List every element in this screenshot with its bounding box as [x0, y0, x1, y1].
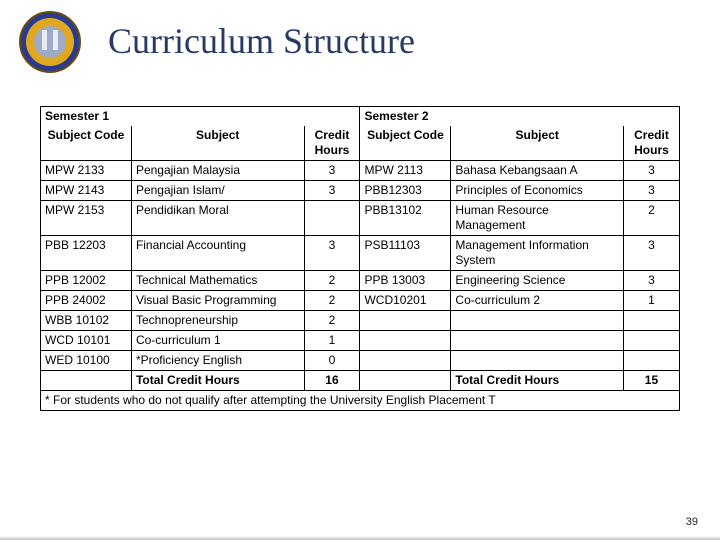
- credit-cell: 2: [304, 271, 360, 291]
- code-cell: PPB 12002: [41, 271, 132, 291]
- subject-cell: Human Resource Management: [451, 201, 624, 236]
- credit-cell: 1: [304, 331, 360, 351]
- code-cell: WBB 10102: [41, 311, 132, 331]
- code-cell: PBB13102: [360, 201, 451, 236]
- code-cell: WED 10100: [41, 351, 132, 371]
- col-credit-1: Credit Hours: [304, 126, 360, 161]
- subject-cell: Principles of Economics: [451, 181, 624, 201]
- credit-cell: 3: [304, 181, 360, 201]
- subject-cell: [451, 351, 624, 371]
- subject-cell: *Proficiency English: [131, 351, 304, 371]
- curriculum-table-wrap: Semester 1 Semester 2 Subject Code Subje…: [40, 106, 680, 411]
- code-cell: MPW 2133: [41, 161, 132, 181]
- code-cell: MPW 2143: [41, 181, 132, 201]
- credit-cell: 3: [623, 236, 679, 271]
- code-cell: PPB 24002: [41, 291, 132, 311]
- university-logo: [18, 10, 82, 74]
- credit-cell: 3: [623, 181, 679, 201]
- code-cell: PBB12303: [360, 181, 451, 201]
- subject-cell: Engineering Science: [451, 271, 624, 291]
- credit-cell: 0: [304, 351, 360, 371]
- subject-cell: Visual Basic Programming: [131, 291, 304, 311]
- credit-cell: 3: [623, 161, 679, 181]
- code-cell: WCD10201: [360, 291, 451, 311]
- footnote-row: * For students who do not qualify after …: [41, 391, 680, 411]
- code-cell: MPW 2113: [360, 161, 451, 181]
- column-header-row: Subject Code Subject Credit Hours Subjec…: [41, 126, 680, 161]
- credit-cell: 2: [304, 311, 360, 331]
- subject-cell: Pendidikan Moral: [131, 201, 304, 236]
- subject-cell: Co-curriculum 1: [131, 331, 304, 351]
- col-code-2: Subject Code: [360, 126, 451, 161]
- code-cell: [360, 351, 451, 371]
- table-row: PBB 12203 Financial Accounting 3 PSB1110…: [41, 236, 680, 271]
- credit-cell: [304, 201, 360, 236]
- code-cell: PSB11103: [360, 236, 451, 271]
- total-label-2: Total Credit Hours: [451, 371, 624, 391]
- subject-cell: [451, 311, 624, 331]
- code-cell: [360, 311, 451, 331]
- subject-cell: [451, 331, 624, 351]
- table-row: MPW 2153 Pendidikan Moral PBB13102 Human…: [41, 201, 680, 236]
- credit-cell: 1: [623, 291, 679, 311]
- bottom-shadow: [0, 536, 720, 540]
- credit-cell: 3: [623, 271, 679, 291]
- sem2-header: Semester 2: [360, 107, 680, 127]
- table-row: PPB 12002 Technical Mathematics 2 PPB 13…: [41, 271, 680, 291]
- col-code-1: Subject Code: [41, 126, 132, 161]
- subject-cell: Bahasa Kebangsaan A: [451, 161, 624, 181]
- code-cell: MPW 2153: [41, 201, 132, 236]
- total-label-1: Total Credit Hours: [131, 371, 304, 391]
- total-sem1: 16: [304, 371, 360, 391]
- subject-cell: Technical Mathematics: [131, 271, 304, 291]
- code-cell: [360, 331, 451, 351]
- table-row: WBB 10102 Technopreneurship 2: [41, 311, 680, 331]
- code-cell: WCD 10101: [41, 331, 132, 351]
- slide: Curriculum Structure Semester 1 Semester…: [0, 0, 720, 540]
- credit-cell: 3: [304, 236, 360, 271]
- credit-cell: [623, 331, 679, 351]
- subject-cell: Pengajian Islam/: [131, 181, 304, 201]
- sem1-header: Semester 1: [41, 107, 360, 127]
- credit-cell: 2: [623, 201, 679, 236]
- totals-row: Total Credit Hours 16 Total Credit Hours…: [41, 371, 680, 391]
- subject-cell: Management Information System: [451, 236, 624, 271]
- col-subject-1: Subject: [131, 126, 304, 161]
- slide-title: Curriculum Structure: [108, 20, 415, 62]
- code-cell: PBB 12203: [41, 236, 132, 271]
- credit-cell: 2: [304, 291, 360, 311]
- credit-cell: 3: [304, 161, 360, 181]
- subject-cell: Technopreneurship: [131, 311, 304, 331]
- subject-cell: Pengajian Malaysia: [131, 161, 304, 181]
- page-number: 39: [686, 516, 698, 528]
- table-row: MPW 2143 Pengajian Islam/ 3 PBB12303 Pri…: [41, 181, 680, 201]
- subject-cell: Financial Accounting: [131, 236, 304, 271]
- subject-cell: Co-curriculum 2: [451, 291, 624, 311]
- semester-header-row: Semester 1 Semester 2: [41, 107, 680, 127]
- table-row: WED 10100 *Proficiency English 0: [41, 351, 680, 371]
- empty-cell: [360, 371, 451, 391]
- credit-cell: [623, 311, 679, 331]
- table-row: MPW 2133 Pengajian Malaysia 3 MPW 2113 B…: [41, 161, 680, 181]
- col-credit-2: Credit Hours: [623, 126, 679, 161]
- credit-cell: [623, 351, 679, 371]
- footnote-cell: * For students who do not qualify after …: [41, 391, 680, 411]
- total-sem2: 15: [623, 371, 679, 391]
- col-subject-2: Subject: [451, 126, 624, 161]
- table-row: WCD 10101 Co-curriculum 1 1: [41, 331, 680, 351]
- table-row: PPB 24002 Visual Basic Programming 2 WCD…: [41, 291, 680, 311]
- curriculum-table: Semester 1 Semester 2 Subject Code Subje…: [40, 106, 680, 411]
- code-cell: PPB 13003: [360, 271, 451, 291]
- empty-cell: [41, 371, 132, 391]
